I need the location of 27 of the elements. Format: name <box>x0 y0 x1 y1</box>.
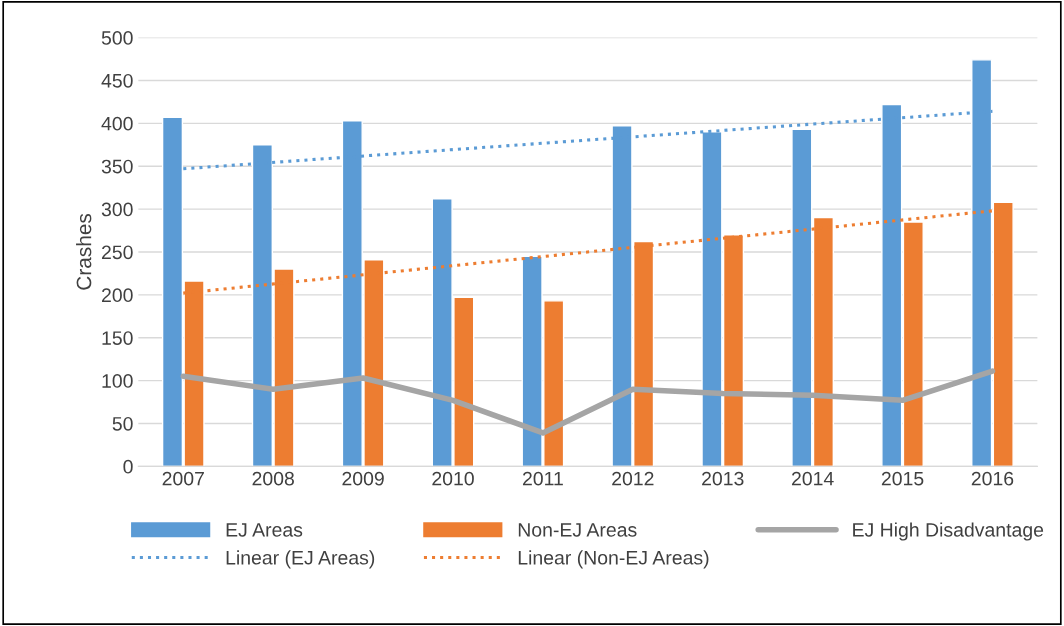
y-tick-label: 50 <box>112 416 133 431</box>
y-axis-title: Crashes <box>76 213 92 290</box>
x-tick-label: 2016 <box>971 471 1014 486</box>
y-tick-label: 350 <box>101 159 133 174</box>
x-tick-label: 2008 <box>252 471 294 486</box>
x-tick-label: 2014 <box>791 471 834 486</box>
x-tick-label: 2007 <box>162 471 204 486</box>
x-tick-label: 2013 <box>702 471 744 486</box>
y-tick-label: 450 <box>101 73 133 88</box>
legend-label: Linear (Non-EJ Areas) <box>518 550 709 569</box>
x-tick-label: 2015 <box>881 471 924 486</box>
y-tick-label: 0 <box>123 459 133 474</box>
y-tick-label: 100 <box>102 374 133 388</box>
y-tick-label: 200 <box>102 288 133 303</box>
y-tick-label: 300 <box>101 202 133 217</box>
legend-label: Linear (EJ Areas) <box>226 550 375 569</box>
x-tick-label: 2009 <box>342 471 384 486</box>
y-tick-label: 400 <box>101 116 133 131</box>
legend-label: EJ High Disadvantage <box>853 522 1044 541</box>
legend-label: EJ Areas <box>226 523 303 537</box>
x-tick-label: 2010 <box>432 471 474 486</box>
y-tick-label: 250 <box>102 245 133 260</box>
x-tick-label: 2012 <box>612 471 654 486</box>
y-tick-label: 500 <box>101 31 133 45</box>
x-tick-label: 2011 <box>522 471 563 486</box>
legend-label: Non-EJ Areas <box>518 523 637 537</box>
y-tick-label: 150 <box>102 331 133 345</box>
